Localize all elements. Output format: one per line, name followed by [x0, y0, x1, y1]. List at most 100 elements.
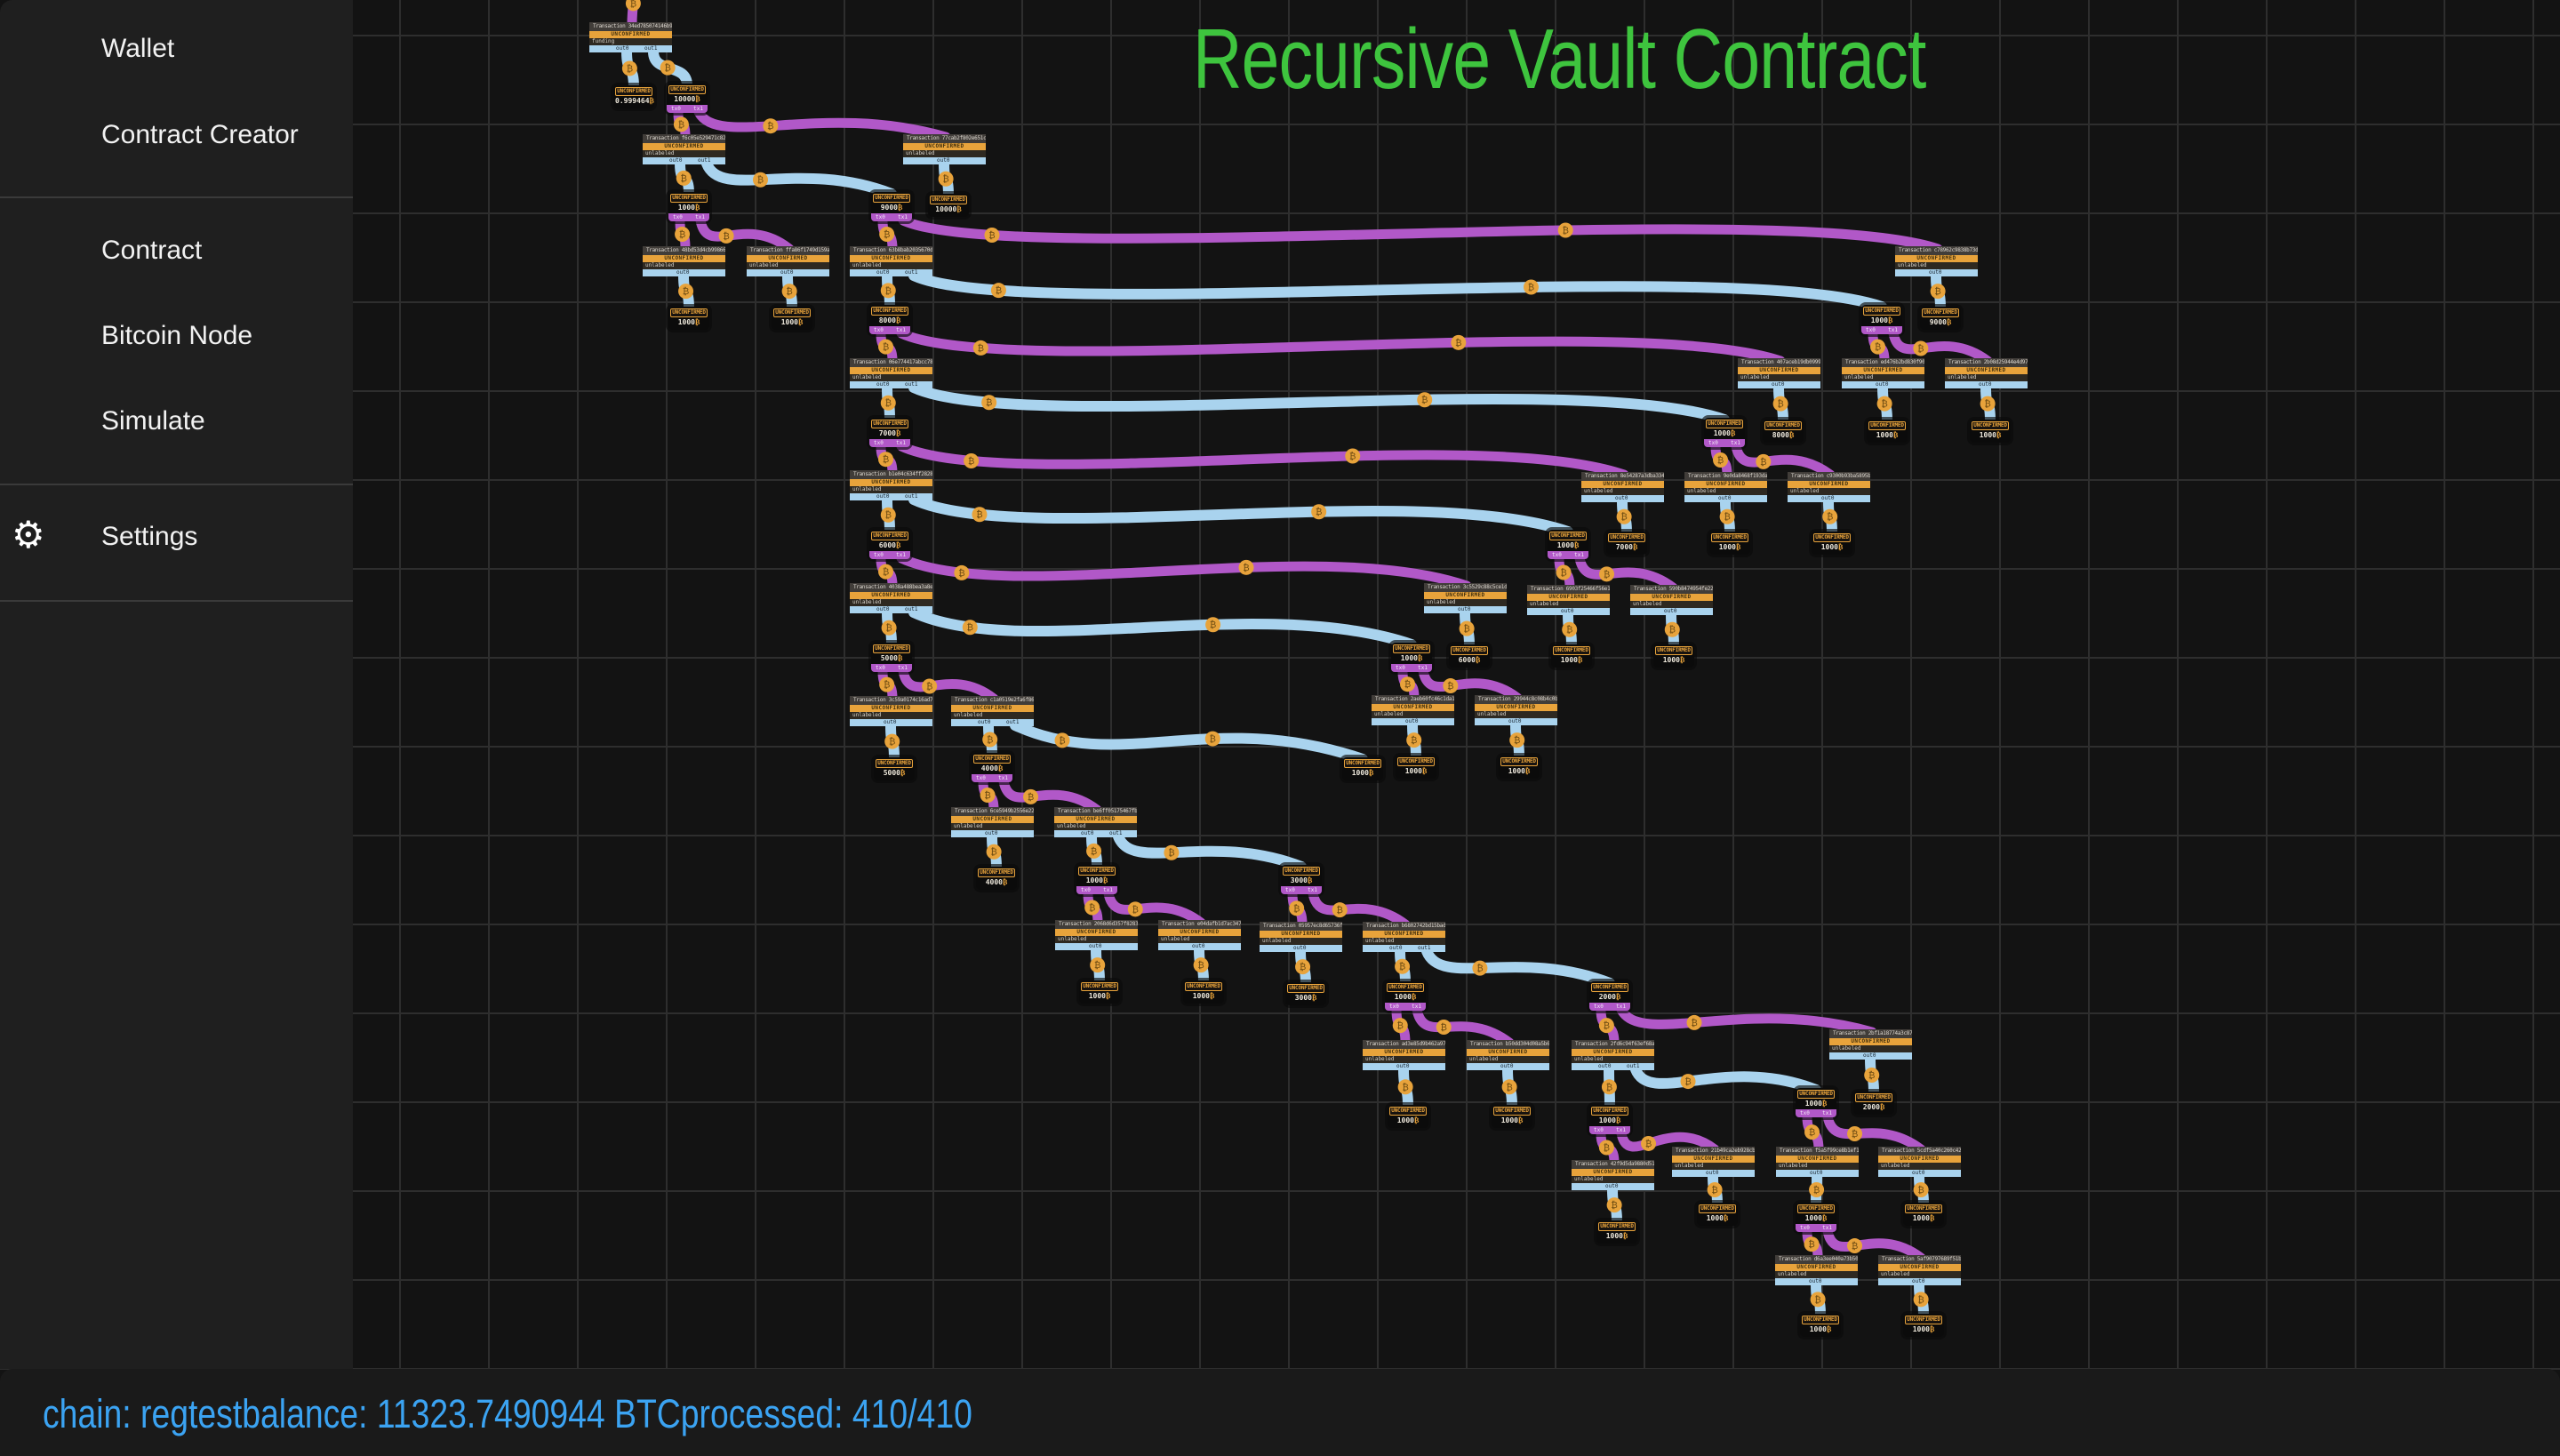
transaction-node[interactable]: Transaction 590b8474954fe22b UNCONFIRMED u…	[1630, 585, 1713, 615]
utxo-badge[interactable]: UNCONFIRMED 1000₿	[1903, 1203, 1944, 1226]
tx-outputs-bar[interactable]: out0 out1	[850, 606, 932, 613]
utxo-spenders-bar[interactable]: tx0 tx1	[1589, 1126, 1630, 1134]
tx-outputs-bar[interactable]: out0	[1775, 1278, 1858, 1285]
tx-outputs-bar[interactable]: out0	[1684, 495, 1767, 502]
transaction-node[interactable]: Transaction b50dd304d08a5b6d UNCONFIRMED u…	[1467, 1040, 1549, 1070]
transaction-node[interactable]: Transaction 2b08d25944e4d977 UNCONFIRMED u…	[1945, 358, 2028, 388]
tx-outputs-bar[interactable]: out0	[1527, 608, 1610, 615]
transaction-node[interactable]: Transaction b1e04c634ff28287 UNCONFIRMED u…	[850, 470, 932, 500]
tx-outputs-bar[interactable]: out0	[850, 719, 932, 726]
sidebar-item-contract-creator[interactable]: Contract Creator	[101, 120, 299, 149]
utxo-badge[interactable]: UNCONFIRMED 1000₿ tx0 tx1	[1796, 1088, 1836, 1117]
tx-outputs-bar[interactable]: out0	[643, 269, 725, 276]
transaction-node[interactable]: Transaction 6903f25466f56e1c UNCONFIRMED u…	[1527, 585, 1610, 615]
tx-outputs-bar[interactable]: out0	[1878, 1278, 1961, 1285]
tx-outputs-bar[interactable]: out0	[951, 830, 1034, 837]
utxo-badge[interactable]: UNCONFIRMED 9000₿ tx0 tx1	[871, 192, 912, 221]
sidebar-item-wallet[interactable]: Wallet	[101, 34, 175, 63]
utxo-badge[interactable]: UNCONFIRMED 1000₿ tx0 tx1	[1861, 305, 1902, 334]
utxo-badge[interactable]: UNCONFIRMED 1000₿	[1499, 756, 1540, 779]
tx-outputs-bar[interactable]: out0	[1424, 606, 1507, 613]
utxo-badge[interactable]: UNCONFIRMED 8000₿ tx0 tx1	[869, 305, 910, 334]
utxo-badge[interactable]: UNCONFIRMED 9000₿	[1920, 307, 1961, 330]
transaction-node[interactable]: Transaction 29944c8c08b4c0b7 UNCONFIRMED u…	[1475, 695, 1557, 725]
utxo-badge[interactable]: UNCONFIRMED 1000₿ tx0 tx1	[1704, 418, 1745, 447]
tx-outputs-bar[interactable]: out0	[1788, 495, 1870, 502]
utxo-spenders-bar[interactable]: tx0 tx1	[869, 326, 910, 334]
utxo-badge[interactable]: UNCONFIRMED 1000₿ tx0 tx1	[1589, 1105, 1630, 1134]
transaction-node[interactable]: Transaction c78962c9838b73d5 UNCONFIRMED u…	[1895, 246, 1978, 276]
sidebar-item-simulate[interactable]: Simulate	[101, 406, 205, 436]
tx-outputs-bar[interactable]: out0	[1878, 1170, 1961, 1177]
utxo-badge[interactable]: UNCONFIRMED 10000₿	[928, 194, 969, 217]
tx-outputs-bar[interactable]: out0	[1630, 608, 1713, 615]
tx-outputs-bar[interactable]: out0 out1	[850, 269, 932, 276]
sidebar-item-contract[interactable]: Contract	[101, 236, 203, 265]
tx-outputs-bar[interactable]: out0	[1738, 381, 1820, 388]
utxo-badge[interactable]: UNCONFIRMED 1000₿	[1183, 980, 1224, 1004]
transaction-node[interactable]: Transaction 9e0da8468f193da9 UNCONFIRMED u…	[1684, 472, 1767, 502]
utxo-badge[interactable]: UNCONFIRMED 6000₿	[1449, 644, 1490, 668]
utxo-spenders-bar[interactable]: tx0 tx1	[668, 213, 709, 221]
tx-outputs-bar[interactable]: out0	[1895, 269, 1978, 276]
utxo-badge[interactable]: UNCONFIRMED 1000₿ tx0 tx1	[1796, 1203, 1836, 1232]
tx-outputs-bar[interactable]: out0	[1672, 1170, 1755, 1177]
transaction-node[interactable]: Transaction 05957ec8d65736f3 UNCONFIRMED u…	[1260, 922, 1342, 952]
utxo-badge[interactable]: UNCONFIRMED 1000₿	[1079, 980, 1120, 1004]
utxo-spenders-bar[interactable]: tx0 tx1	[869, 439, 910, 447]
tx-outputs-bar[interactable]: out0	[1829, 1052, 1912, 1060]
tx-outputs-bar[interactable]: out0 out1	[1363, 945, 1445, 952]
sidebar-item-settings[interactable]: Settings	[101, 522, 198, 551]
utxo-badge[interactable]: UNCONFIRMED 1000₿ tx0 tx1	[1076, 865, 1117, 894]
utxo-badge[interactable]: UNCONFIRMED 1000₿	[1800, 1314, 1841, 1337]
utxo-badge[interactable]: UNCONFIRMED 3000₿ tx0 tx1	[1281, 865, 1322, 894]
tx-outputs-bar[interactable]: out0 out1	[1054, 830, 1137, 837]
utxo-badge[interactable]: UNCONFIRMED 2000₿ tx0 tx1	[1589, 981, 1630, 1011]
tx-outputs-bar[interactable]: out0	[1475, 718, 1557, 725]
tx-outputs-bar[interactable]: out0	[903, 157, 986, 164]
tx-outputs-bar[interactable]: out0	[1842, 381, 1924, 388]
utxo-badge[interactable]: UNCONFIRMED 4000₿	[976, 867, 1017, 890]
utxo-badge[interactable]: UNCONFIRMED 5000₿ tx0 tx1	[871, 643, 912, 672]
transaction-node[interactable]: Transaction 407aceb19db09995 UNCONFIRMED u…	[1738, 358, 1820, 388]
transaction-node[interactable]: Transaction 06e774417abcc78b UNCONFIRMED u…	[850, 358, 932, 388]
transaction-node[interactable]: Transaction 5cdf5a40c260c423 UNCONFIRMED u…	[1878, 1147, 1961, 1177]
tx-outputs-bar[interactable]: out0 out1	[589, 45, 672, 52]
tx-outputs-bar[interactable]: out0	[1945, 381, 2028, 388]
transaction-node[interactable]: Transaction 77cab2f802e651cc UNCONFIRMED u…	[903, 134, 986, 164]
utxo-spenders-bar[interactable]: tx0 tx1	[1796, 1109, 1836, 1117]
transaction-node[interactable]: Transaction 3c5529c88c5ce1d8 UNCONFIRMED u…	[1424, 583, 1507, 613]
transaction-node[interactable]: Transaction d6a3ee040a73b50d UNCONFIRMED u…	[1775, 1255, 1858, 1285]
utxo-badge[interactable]: UNCONFIRMED 1000₿	[772, 307, 812, 330]
tx-outputs-bar[interactable]: out0 out1	[951, 719, 1034, 726]
utxo-badge[interactable]: UNCONFIRMED 1000₿	[668, 307, 709, 330]
transaction-node[interactable]: Transaction 21b49ca2eb928cbd UNCONFIRMED u…	[1672, 1147, 1755, 1177]
transaction-node[interactable]: Transaction 6ce5949b2556e220 UNCONFIRMED u…	[951, 807, 1034, 837]
utxo-spenders-bar[interactable]: tx0 tx1	[667, 105, 708, 113]
tx-outputs-bar[interactable]: out0	[1260, 945, 1342, 952]
utxo-badge[interactable]: UNCONFIRMED 1000₿	[1388, 1105, 1428, 1128]
utxo-badge[interactable]: UNCONFIRMED 1000₿	[1653, 644, 1694, 668]
utxo-badge[interactable]: UNCONFIRMED 10000₿ tx0 tx1	[667, 84, 708, 113]
utxo-badge[interactable]: UNCONFIRMED 1000₿	[1709, 532, 1750, 555]
utxo-badge[interactable]: UNCONFIRMED 1000₿	[1342, 757, 1383, 780]
utxo-badge[interactable]: UNCONFIRMED 0.999464₿	[613, 85, 654, 108]
transaction-node[interactable]: Transaction 8e54287a3dba3347 UNCONFIRMED u…	[1581, 472, 1664, 502]
transaction-node[interactable]: Transaction be6ff05175467fb8 UNCONFIRMED u…	[1054, 807, 1137, 837]
transaction-node[interactable]: Transaction 2068d6d357f82838 UNCONFIRMED u…	[1055, 920, 1138, 950]
tx-outputs-bar[interactable]: out0	[747, 269, 829, 276]
utxo-badge[interactable]: UNCONFIRMED 1000₿ tx0 tx1	[668, 192, 709, 221]
transaction-node[interactable]: Transaction f6c05e529471c829 UNCONFIRMED u…	[643, 134, 725, 164]
transaction-node[interactable]: Transaction c9300b93ba5895b7 UNCONFIRMED u…	[1788, 472, 1870, 502]
utxo-spenders-bar[interactable]: tx0 tx1	[1385, 1003, 1426, 1011]
transaction-node[interactable]: Transaction f5a5f99ce8b1ef12 UNCONFIRMED u…	[1776, 1147, 1859, 1177]
transaction-node[interactable]: Transaction 34ed785074146b94 UNCONFIRMED f…	[589, 22, 672, 52]
transaction-node[interactable]: Transaction b6802742bd15bad2 UNCONFIRMED u…	[1363, 922, 1445, 952]
utxo-badge[interactable]: UNCONFIRMED 6000₿ tx0 tx1	[869, 530, 910, 559]
utxo-spenders-bar[interactable]: tx0 tx1	[1548, 551, 1588, 559]
utxo-badge[interactable]: UNCONFIRMED 1000₿	[1492, 1105, 1532, 1128]
tx-outputs-bar[interactable]: out0	[1363, 1063, 1445, 1070]
sidebar-item-bitcoin-node[interactable]: Bitcoin Node	[101, 321, 253, 350]
tx-outputs-bar[interactable]: out0	[1572, 1183, 1654, 1190]
